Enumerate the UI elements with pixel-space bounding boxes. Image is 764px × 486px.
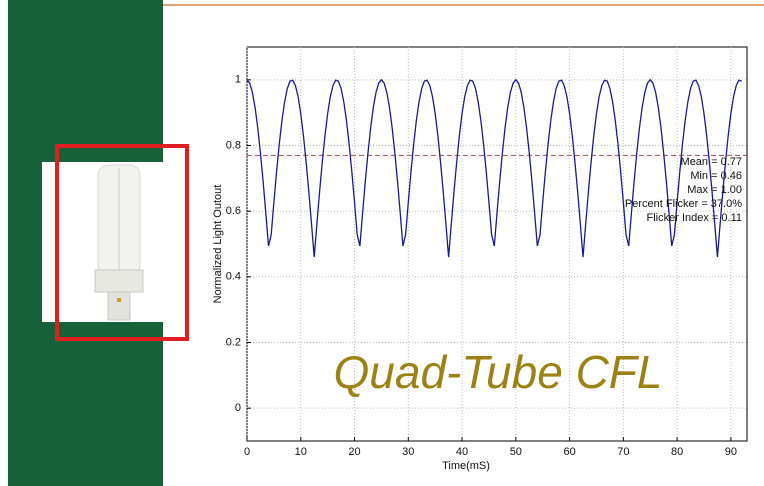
stat-annotation: Flicker Index = 0.11 [647,212,742,224]
y-tick-label: 0.8 [226,139,241,151]
x-tick-label: 40 [456,446,468,458]
y-tick-label: 0.4 [226,271,241,283]
x-tick-label: 10 [295,446,307,458]
y-tick-label: 0.6 [226,205,241,217]
y-tick-label: 1 [235,74,241,86]
x-tick-label: 80 [671,446,683,458]
stat-annotation: Mean = 0.77 [681,156,742,168]
cfl-bulb [94,164,144,321]
y-tick-label: 0 [235,402,241,414]
x-tick-label: 0 [244,446,250,458]
plot-frame [246,46,748,442]
highlight-box [55,144,189,341]
y-axis-label: Normalized Light Outout [212,185,224,304]
stat-annotation: Percent Flicker = 37.0% [625,198,742,210]
series-line [246,78,742,258]
y-tick-label: 0.2 [226,336,241,348]
stat-annotation: Min = 0.46 [690,170,742,182]
x-tick-label: 30 [402,446,414,458]
x-tick-label: 50 [510,446,522,458]
x-tick-label: 20 [348,446,360,458]
x-axis-label: Time(mS) [442,460,490,472]
x-tick-label: 90 [725,446,737,458]
x-tick-label: 60 [563,446,575,458]
stat-annotation: Max = 1.00 [687,184,742,196]
overlay-title: Quad-Tube CFL [334,346,663,398]
x-tick-label: 70 [617,446,629,458]
